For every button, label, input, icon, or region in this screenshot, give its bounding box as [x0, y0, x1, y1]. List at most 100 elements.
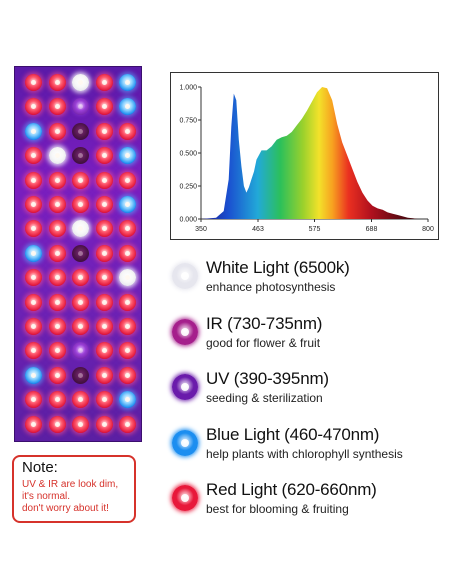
- led-ir: [72, 244, 89, 262]
- led-red: [48, 391, 66, 409]
- led-red: [95, 269, 113, 287]
- y-tick-label: 0.500: [179, 151, 197, 158]
- spectrum-area: [201, 87, 428, 219]
- legend-subtitle: best for blooming & fruiting: [206, 502, 349, 516]
- led-red: [48, 220, 66, 238]
- led-blue: [25, 244, 42, 262]
- led-red: [48, 366, 66, 384]
- led-red: [95, 196, 113, 213]
- led-red: [72, 318, 89, 335]
- legend-item: White Light (6500k) enhance photosynthesi…: [172, 258, 444, 308]
- legend-subtitle: seeding & sterilization: [206, 391, 323, 405]
- led-ir: [72, 147, 89, 165]
- note-line: don't worry about it!: [22, 503, 109, 514]
- led-red: [119, 244, 136, 262]
- led-red: [119, 220, 136, 238]
- led-uv: [72, 98, 89, 116]
- led-blue: [119, 196, 136, 213]
- led-red: [95, 122, 113, 140]
- led-red: [25, 293, 42, 311]
- legend-led-icon: [172, 374, 198, 400]
- led-red: [25, 415, 42, 433]
- legend-led-icon: [172, 319, 198, 345]
- x-tick-label: 350: [195, 226, 207, 233]
- led-red: [25, 220, 42, 238]
- legend-title: Red Light (620-660nm): [206, 480, 377, 499]
- led-red: [48, 74, 66, 91]
- led-red: [95, 293, 113, 311]
- y-tick-label: 1.000: [179, 85, 197, 92]
- x-tick-label: 800: [422, 226, 434, 233]
- legend-item: IR (730-735nm) good for flower & fruit: [172, 314, 444, 364]
- spectrum-chart: 350 463 575 688 800 0.000 0.250 0.500 0.750 1.00…: [170, 72, 439, 240]
- y-tick-label: 0.750: [179, 118, 197, 125]
- led-red: [95, 244, 113, 262]
- led-red: [48, 342, 66, 360]
- grow-light-panel: [14, 66, 142, 442]
- note-line: UV & IR are look dim,: [22, 479, 119, 490]
- legend-title: White Light (6500k): [206, 258, 350, 277]
- led-blue: [119, 98, 136, 116]
- led-red: [25, 147, 42, 165]
- led-red: [48, 171, 66, 189]
- led-blue: [25, 366, 42, 384]
- led-blue: [119, 147, 136, 165]
- led-red: [95, 342, 113, 360]
- led-red: [95, 366, 113, 384]
- led-red: [48, 415, 66, 433]
- led-red: [48, 244, 66, 262]
- led-red: [119, 171, 136, 189]
- led-red: [95, 415, 113, 433]
- led-ir: [72, 366, 89, 384]
- led-red: [25, 318, 42, 335]
- led-blue: [119, 74, 136, 91]
- led-red: [72, 293, 89, 311]
- led-red: [119, 342, 136, 360]
- led-red: [95, 220, 113, 238]
- led-red: [72, 196, 89, 213]
- led-uv: [72, 342, 89, 360]
- led-red: [48, 293, 66, 311]
- led-red: [48, 269, 66, 287]
- note-line: it's normal.: [22, 491, 71, 502]
- legend-title: IR (730-735nm): [206, 314, 323, 333]
- y-tick-label: 0.000: [179, 217, 197, 224]
- legend-title: UV (390-395nm): [206, 369, 329, 388]
- led-red: [25, 98, 42, 116]
- led-red: [119, 293, 136, 311]
- led-white: [72, 74, 89, 91]
- legend-subtitle: good for flower & fruit: [206, 336, 321, 350]
- note-box: Note: UV & IR are look dim, it's normal.…: [12, 455, 136, 523]
- spectrum-chart-svg: 350 463 575 688 800 0.000 0.250 0.500 0.750 1.00…: [179, 85, 434, 234]
- led-red: [72, 391, 89, 409]
- led-red: [95, 391, 113, 409]
- led-red: [95, 74, 113, 91]
- led-red: [25, 269, 42, 287]
- x-tick-label: 575: [309, 226, 321, 233]
- led-red: [48, 122, 66, 140]
- y-tick-label: 0.250: [179, 184, 197, 191]
- led-red: [95, 98, 113, 116]
- note-title: Note:: [22, 459, 58, 476]
- legend-led-icon: [172, 263, 198, 289]
- led-red: [25, 391, 42, 409]
- led-white: [72, 220, 89, 238]
- legend-item: UV (390-395nm) seeding & sterilization: [172, 369, 444, 419]
- legend-subtitle: enhance photosynthesis: [206, 280, 336, 294]
- led-red: [95, 318, 113, 335]
- led-red: [95, 147, 113, 165]
- legend-led-icon: [172, 430, 198, 456]
- led-red: [25, 74, 42, 91]
- led-red: [119, 122, 136, 140]
- led-red: [119, 366, 136, 384]
- led-red: [72, 269, 89, 287]
- led-blue: [25, 122, 42, 140]
- led-white: [48, 147, 66, 165]
- legend-item: Red Light (620-660nm) best for blooming &…: [172, 480, 444, 530]
- led-red: [48, 318, 66, 335]
- led-red: [25, 196, 42, 213]
- led-red: [72, 171, 89, 189]
- legend-subtitle: help plants with chlorophyll synthesis: [206, 447, 403, 461]
- led-red: [48, 196, 66, 213]
- legend-led-icon: [172, 485, 198, 511]
